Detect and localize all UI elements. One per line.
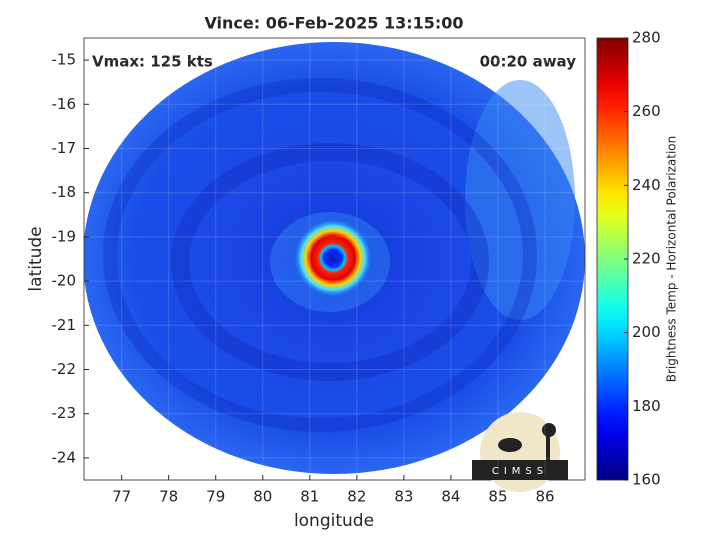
annotation: Vmax: 125 kts <box>92 53 213 71</box>
x-axis-label: longitude <box>294 511 374 531</box>
logo-text: CIMSS <box>492 466 548 477</box>
y-tick-label: -17 <box>52 139 77 157</box>
x-tick-label: 85 <box>488 488 507 506</box>
y-tick-label: -18 <box>52 183 77 201</box>
x-tick-label: 82 <box>347 488 366 506</box>
x-tick-label: 77 <box>112 488 131 506</box>
y-tick-label: -21 <box>52 316 77 334</box>
y-tick-label: -22 <box>52 360 77 378</box>
colorbar-tick-label: 200 <box>632 323 661 341</box>
y-tick-label: -15 <box>52 51 77 69</box>
colorbar-tick-label: 260 <box>632 102 661 120</box>
colorbar-tick-label: 220 <box>632 250 661 268</box>
x-tick-label: 81 <box>300 488 319 506</box>
y-tick-label: -20 <box>52 272 77 290</box>
colorbar <box>596 37 629 481</box>
chart-title: Vince: 06-Feb-2025 13:15:00 <box>204 14 463 33</box>
y-tick-label: -24 <box>52 448 77 466</box>
annotation: 00:20 away <box>480 53 577 71</box>
satellite-image <box>84 42 585 474</box>
x-tick-label: 79 <box>206 488 225 506</box>
x-tick-label: 80 <box>253 488 272 506</box>
y-tick-label: -16 <box>52 95 77 113</box>
x-tick-label: 84 <box>441 488 460 506</box>
colorbar-label: Brightness Temp - Horizontal Polarizatio… <box>665 136 679 383</box>
y-tick-label: -19 <box>52 227 77 245</box>
colorbar-tick-label: 180 <box>632 397 661 415</box>
y-tick-label: -23 <box>52 404 77 422</box>
colorbar-tick-label: 160 <box>632 471 661 489</box>
y-axis-label: latitude <box>26 226 46 291</box>
x-tick-label: 83 <box>394 488 413 506</box>
x-tick-label: 86 <box>535 488 554 506</box>
colorbar-tick-label: 240 <box>632 176 661 194</box>
x-tick-label: 78 <box>159 488 178 506</box>
plot-frame <box>83 37 586 481</box>
colorbar-tick-label: 280 <box>632 29 661 47</box>
logo: CIMSS <box>472 412 568 492</box>
